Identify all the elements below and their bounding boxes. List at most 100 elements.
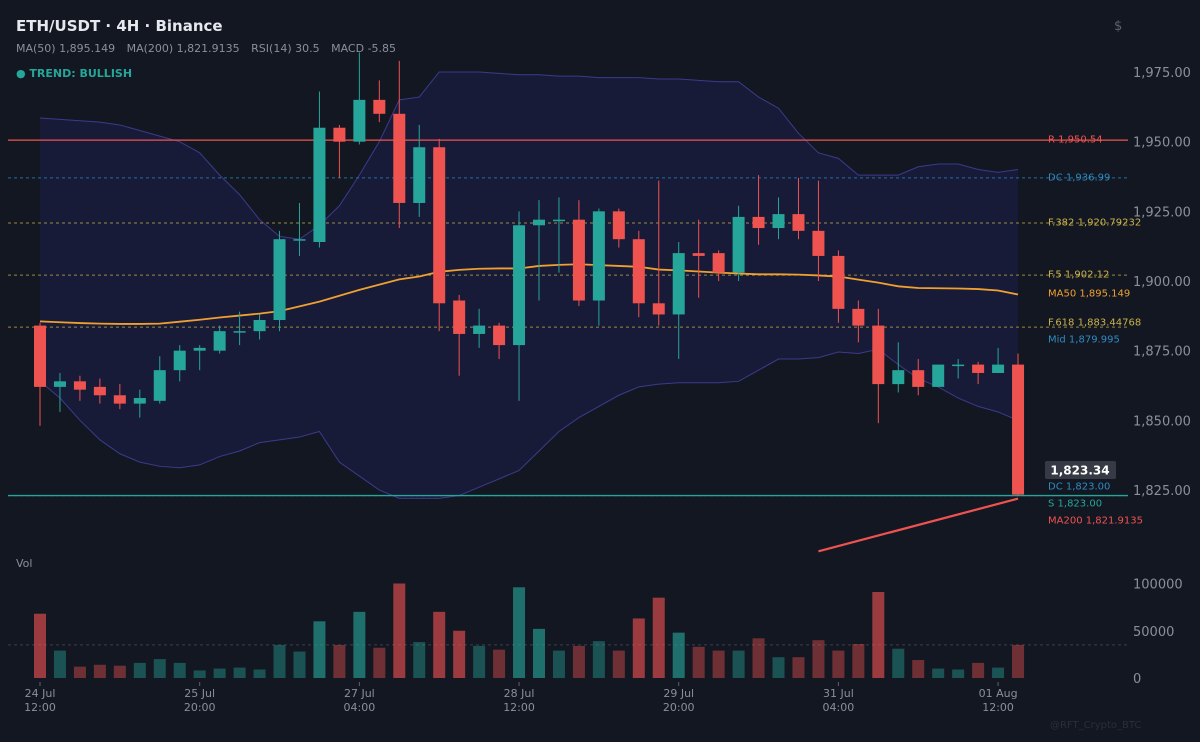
- chart-title: ETH/USDT · 4H · Binance: [16, 17, 223, 35]
- x-tick-label-date: 25 Jul: [184, 687, 215, 700]
- x-tick-label-time: 20:00: [184, 701, 216, 714]
- volume-bar: [732, 650, 745, 678]
- candle-body: [772, 214, 785, 229]
- volume-bar: [872, 592, 885, 678]
- x-tick-label-time: 12:00: [24, 701, 56, 714]
- candle-body: [133, 398, 146, 404]
- currency-symbol: $: [1114, 19, 1123, 34]
- volume-panel-label: Vol: [16, 557, 33, 570]
- volume-bar: [592, 641, 605, 678]
- x-tick-label-time: 04:00: [344, 701, 376, 714]
- volume-tick-label: 100000: [1133, 578, 1183, 593]
- candle-body: [313, 127, 326, 242]
- volume-tick-label: 50000: [1133, 625, 1174, 640]
- candle-body: [792, 214, 805, 231]
- bollinger-upper-line: [39, 71, 1019, 240]
- volume-bar: [852, 643, 865, 678]
- candle-body: [333, 127, 346, 142]
- last-price-label: 1,823.34: [1050, 464, 1109, 478]
- candle-body: [652, 303, 665, 315]
- price-tick-label: 1,975.00: [1133, 66, 1191, 81]
- candle-body: [712, 253, 725, 273]
- last-price-badge: [1045, 461, 1116, 479]
- x-tick-label-date: 31 Jul: [823, 687, 854, 700]
- candle-body: [552, 219, 565, 222]
- x-tick-label-time: 20:00: [663, 701, 695, 714]
- candle-body: [353, 99, 366, 142]
- volume-bar: [333, 644, 346, 678]
- volume-bar: [313, 621, 326, 678]
- volume-bar: [93, 664, 106, 678]
- volume-bar: [972, 662, 985, 678]
- macd-readout: MACD -5.85: [331, 42, 397, 55]
- volume-bar: [892, 648, 905, 678]
- candle-body: [413, 147, 426, 203]
- candle-body: [892, 370, 905, 385]
- support-label: S 1,823.00: [1048, 499, 1102, 510]
- volume-bar: [353, 611, 366, 678]
- volume-bar: [932, 668, 945, 678]
- x-tick-label-date: 29 Jul: [663, 687, 694, 700]
- candle-body: [53, 381, 66, 387]
- candle-body: [612, 211, 625, 240]
- x-tick-label-time: 12:00: [503, 701, 535, 714]
- volume-bar: [193, 670, 206, 678]
- candle-body: [73, 381, 86, 390]
- volume-bar: [912, 660, 925, 678]
- candle-body: [872, 325, 885, 385]
- volume-bar: [273, 644, 286, 678]
- candle-body: [453, 300, 466, 334]
- x-tick-label-date: 24 Jul: [25, 687, 56, 700]
- mid-label: Mid 1,879.995: [1048, 335, 1120, 346]
- candle-body: [433, 147, 446, 304]
- price-tick-label: 1,925.00: [1133, 205, 1191, 220]
- volume-bar: [373, 647, 386, 678]
- volume-bar: [293, 651, 306, 678]
- candle-body: [113, 395, 126, 404]
- candle-body: [1012, 364, 1025, 495]
- candle-body: [93, 386, 106, 396]
- volume-bar: [632, 618, 645, 678]
- candle-body: [732, 216, 745, 273]
- volume-bar: [1012, 644, 1025, 678]
- candle-body: [852, 308, 865, 326]
- price-tick-label: 1,825.00: [1133, 484, 1191, 499]
- volume-bar: [812, 640, 825, 678]
- volume-bar: [213, 668, 226, 678]
- candle-body: [692, 253, 705, 256]
- candle-body: [672, 253, 685, 315]
- donchian-lower-label: DC 1,823.00: [1048, 482, 1110, 493]
- candle-body: [393, 113, 406, 203]
- volume-bar: [952, 669, 965, 678]
- volume-bar: [34, 613, 46, 678]
- rsi-readout: RSI(14) 30.5: [251, 42, 320, 55]
- candle-body: [832, 255, 845, 309]
- bollinger-lower-line: [39, 348, 1019, 499]
- candle-body: [752, 216, 765, 229]
- candle-body: [373, 99, 386, 114]
- volume-bar: [552, 650, 565, 678]
- candle-body: [293, 239, 306, 241]
- volume-bar: [652, 597, 665, 678]
- volume-bar: [572, 645, 585, 678]
- ma200-line: [818, 497, 1019, 553]
- watermark: @RFT_Crypto_BTC: [1050, 720, 1142, 731]
- volume-bar: [712, 650, 725, 678]
- candle-body: [273, 239, 286, 321]
- price-tick-label: 1,950.00: [1133, 136, 1191, 151]
- candle-body: [233, 331, 246, 333]
- volume-bar: [992, 667, 1005, 678]
- candle-body: [912, 370, 925, 387]
- volume-bar: [153, 659, 166, 678]
- x-tick-label-date: 28 Jul: [504, 687, 535, 700]
- price-tick-label: 1,900.00: [1133, 275, 1191, 290]
- volume-bar: [493, 649, 506, 678]
- candle-body: [193, 347, 206, 351]
- x-tick-label-time: 04:00: [823, 701, 855, 714]
- candle-body: [153, 370, 166, 401]
- x-tick-label-date: 27 Jul: [344, 687, 375, 700]
- fib-382-label: F.382 1,920.79232: [1048, 218, 1141, 229]
- candle-body: [213, 331, 226, 351]
- ma200-readout: MA(200) 1,821.9135: [126, 42, 240, 55]
